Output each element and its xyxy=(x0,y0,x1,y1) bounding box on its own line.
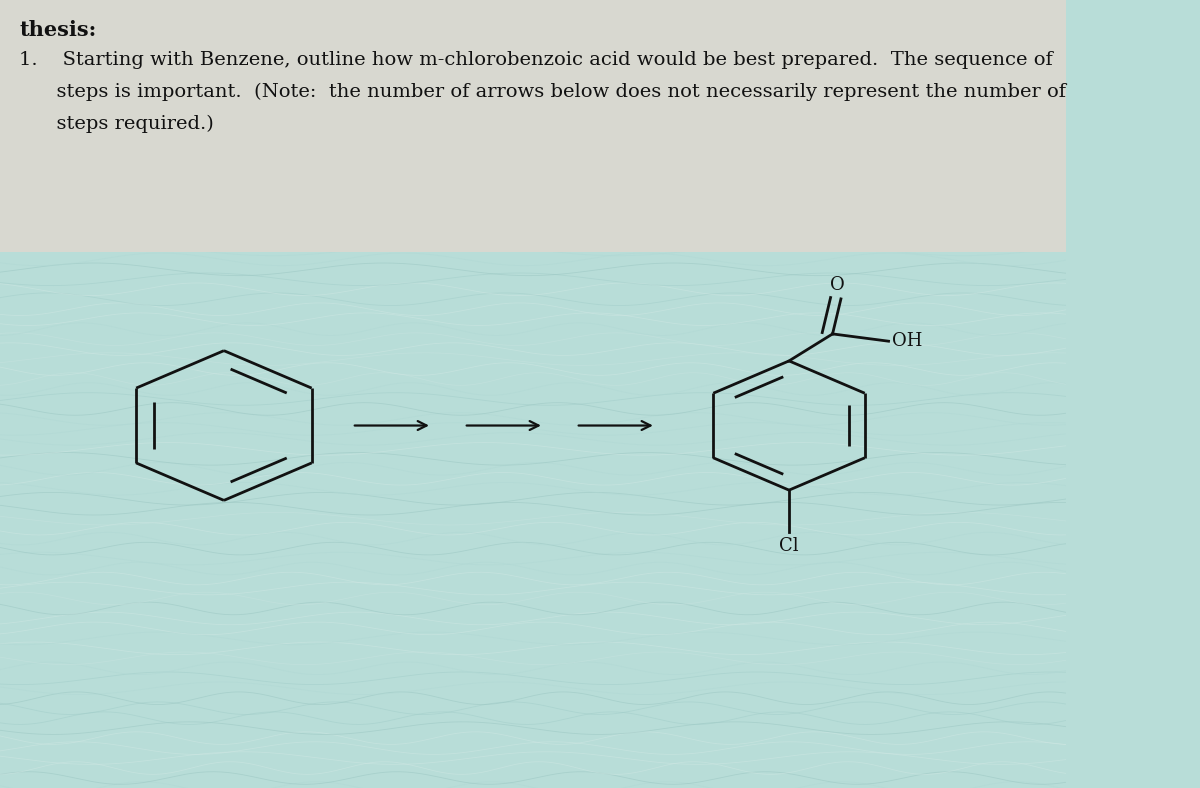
Text: steps required.): steps required.) xyxy=(19,114,214,132)
Text: 1.    Starting with Benzene, outline how m-chlorobenzoic acid would be best prep: 1. Starting with Benzene, outline how m-… xyxy=(19,51,1052,69)
Text: OH: OH xyxy=(892,333,923,350)
Text: Cl: Cl xyxy=(779,537,799,556)
Text: thesis:: thesis: xyxy=(19,20,96,39)
FancyBboxPatch shape xyxy=(0,0,1067,252)
Text: steps is important.  (Note:  the number of arrows below does not necessarily rep: steps is important. (Note: the number of… xyxy=(19,83,1066,101)
Text: O: O xyxy=(830,276,845,294)
